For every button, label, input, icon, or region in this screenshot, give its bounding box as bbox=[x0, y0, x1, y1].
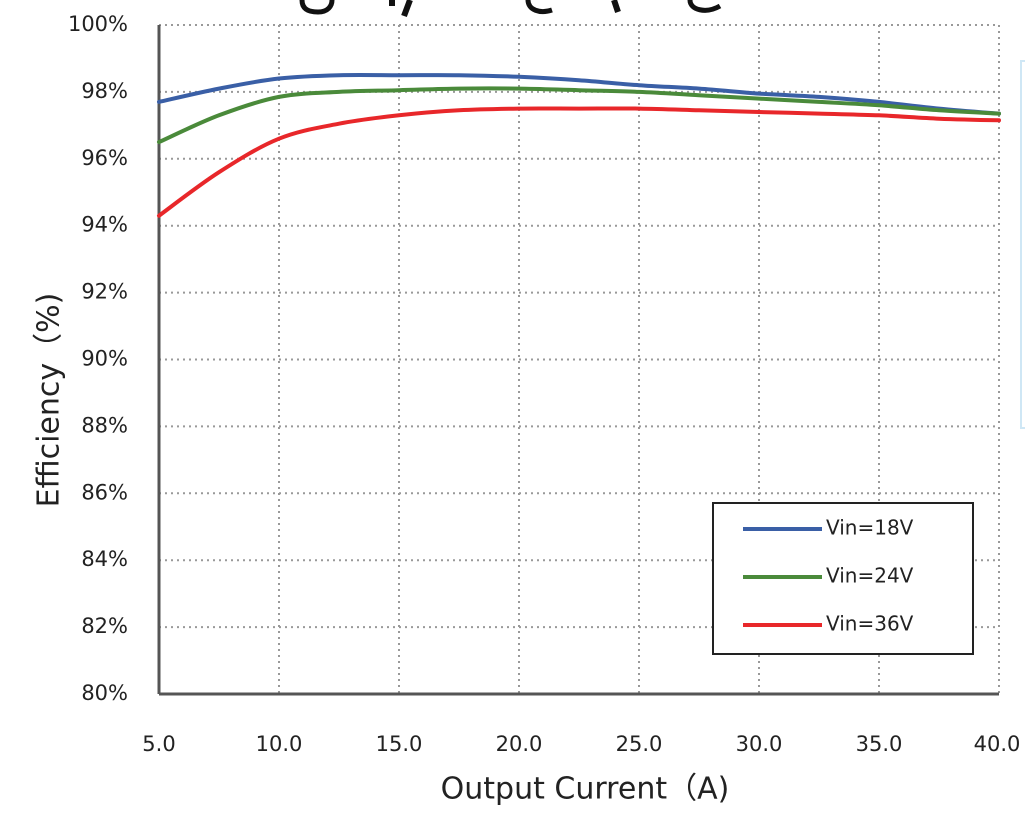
legend-label: Vin=36V bbox=[826, 612, 914, 636]
x-tick-labels: 5.0 10.0 15.0 20.0 25.0 30.0 35.0 40.0 bbox=[142, 732, 1020, 756]
x-tick-label: 35.0 bbox=[856, 732, 903, 756]
axes bbox=[157, 25, 999, 696]
y-tick-label: 82% bbox=[81, 614, 128, 638]
legend: Vin=18V Vin=24V Vin=36V bbox=[712, 502, 974, 655]
y-tick-label: 80% bbox=[81, 681, 128, 705]
y-tick-label: 100% bbox=[68, 12, 128, 36]
x-tick-label: 30.0 bbox=[736, 732, 783, 756]
legend-label: Vin=18V bbox=[826, 516, 914, 540]
x-tick-label: 20.0 bbox=[496, 732, 543, 756]
top-cropped-title-fragment bbox=[299, 0, 722, 18]
x-tick-label: 15.0 bbox=[376, 732, 423, 756]
x-tick-label: 40.0 bbox=[974, 732, 1021, 756]
legend-label: Vin=24V bbox=[826, 564, 914, 588]
x-tick-label: 5.0 bbox=[142, 732, 175, 756]
y-tick-label: 92% bbox=[81, 280, 128, 304]
x-axis-title: Output Current（A) bbox=[441, 772, 730, 807]
y-tick-label: 88% bbox=[81, 413, 128, 437]
series-lines bbox=[157, 72, 1001, 218]
y-axis-title: Efficiency（%) bbox=[32, 293, 67, 508]
y-tick-label: 94% bbox=[81, 213, 128, 237]
y-tick-label: 90% bbox=[81, 347, 128, 371]
series-line-vin-36v bbox=[157, 106, 1001, 218]
y-tick-label: 84% bbox=[81, 547, 128, 571]
series-line-vin-18v bbox=[157, 72, 1001, 116]
y-tick-label: 86% bbox=[81, 480, 128, 504]
y-tick-label: 96% bbox=[81, 146, 128, 170]
cropped-right-panel-edge bbox=[1020, 60, 1025, 429]
x-tick-label: 25.0 bbox=[616, 732, 663, 756]
x-tick-label: 10.0 bbox=[256, 732, 303, 756]
y-tick-label: 98% bbox=[81, 79, 128, 103]
y-tick-labels: 80% 82% 84% 86% 88% 90% 92% 94% 96% 98% 100% bbox=[68, 12, 128, 705]
series-line-vin-24v bbox=[157, 86, 1001, 145]
